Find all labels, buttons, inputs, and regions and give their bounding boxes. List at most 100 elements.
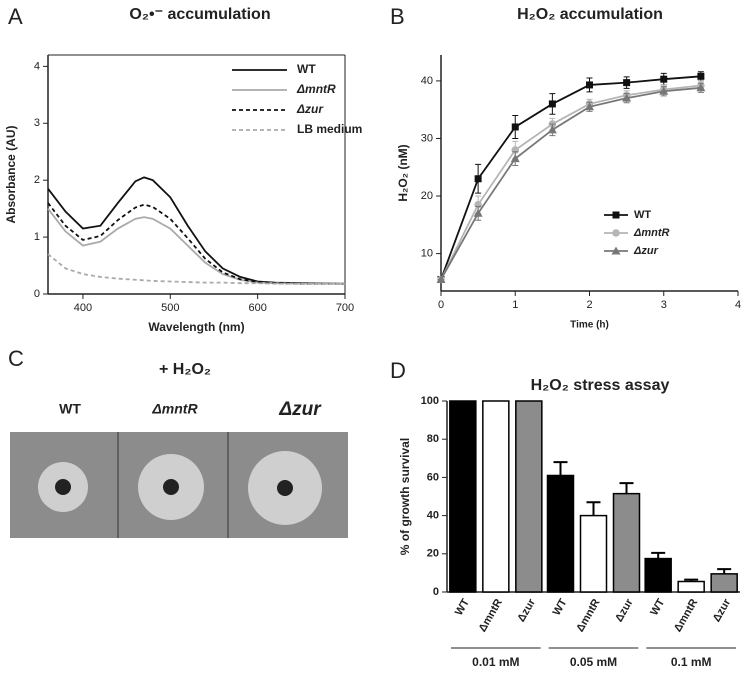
error-bar: [619, 482, 634, 494]
legend-label: WT: [297, 62, 316, 76]
panel-label: D: [390, 358, 406, 383]
marker: [622, 93, 632, 102]
y-tick-label: 0: [433, 586, 439, 598]
marker: [612, 211, 620, 219]
y-tick-label: 10: [421, 247, 433, 259]
marker: [660, 75, 668, 83]
x-tick-label: ΔmntR: [574, 597, 602, 634]
marker: [510, 154, 520, 163]
series-line: [440, 75, 701, 280]
y-tick-label: 3: [34, 117, 40, 129]
x-tick-label: 1: [512, 299, 518, 311]
y-tick-label: 60: [427, 471, 439, 483]
y-tick-label: 2: [34, 174, 40, 186]
marker: [659, 86, 669, 95]
y-tick-label: 1: [34, 231, 40, 243]
chart-title: H₂O₂ stress assay: [531, 377, 670, 394]
error-bar: [651, 551, 666, 559]
legend-label: ΔmntR: [633, 227, 670, 239]
error-bar: [717, 568, 732, 574]
chart-title: H₂O₂ accumulation: [517, 6, 663, 23]
marker: [611, 246, 621, 255]
x-tick-label: Δzur: [613, 596, 636, 624]
x-tick-label: 600: [248, 302, 266, 314]
x-axis-label: Wavelength (nm): [148, 320, 244, 334]
legend-label: ΔmntR: [296, 82, 336, 96]
series-line: [47, 253, 345, 285]
legend-label: Δzur: [296, 102, 324, 116]
bar: [710, 573, 738, 593]
panel-label: C: [8, 346, 24, 371]
y-tick-label: 40: [421, 75, 433, 87]
marker: [585, 102, 594, 111]
x-tick-label: 500: [161, 302, 179, 314]
x-tick-label: 2: [586, 299, 592, 311]
y-tick-label: 20: [421, 190, 433, 202]
x-tick-label: 400: [74, 302, 92, 314]
marker: [474, 175, 482, 183]
x-tick-label: WT: [551, 597, 570, 618]
bar: [677, 580, 705, 593]
y-tick-label: 0: [34, 288, 40, 300]
bar: [579, 514, 608, 593]
marker: [612, 229, 620, 237]
bar: [482, 400, 510, 593]
panel-label: B: [390, 4, 405, 29]
plate-label: Δzur: [278, 399, 322, 420]
x-tick-label: Δzur: [711, 596, 734, 624]
x-tick-label: 700: [336, 302, 354, 314]
x-axis-label: Time (h): [570, 320, 609, 331]
marker: [436, 274, 446, 283]
group-label: 0.01 mM: [472, 655, 519, 669]
plate-title: + H₂O₂: [159, 361, 211, 378]
y-tick-label: 80: [427, 433, 439, 445]
series-line: [440, 84, 701, 280]
x-tick-label: 3: [661, 299, 667, 311]
plate-label: WT: [59, 401, 81, 417]
marker: [547, 125, 557, 134]
y-axis-label: % of growth survival: [398, 438, 412, 555]
group-label: 0.05 mM: [570, 655, 617, 669]
y-tick-label: 20: [427, 548, 439, 560]
series-line: [47, 176, 346, 285]
legend-label: WT: [634, 209, 651, 221]
x-tick-label: Δzur: [515, 596, 538, 624]
legend-label: Δzur: [633, 245, 659, 257]
group-label: 0.1 mM: [671, 655, 712, 669]
x-tick-label: ΔmntR: [477, 597, 505, 634]
series-line: [47, 208, 345, 285]
y-tick-label: 40: [427, 510, 439, 522]
marker: [511, 123, 519, 131]
error-bar: [684, 578, 699, 582]
marker: [623, 79, 631, 87]
x-tick-label: 4: [735, 299, 741, 311]
bar: [612, 492, 641, 593]
plate-label: ΔmntR: [151, 401, 198, 417]
y-tick-label: 4: [34, 60, 40, 72]
y-tick-label: 100: [421, 395, 439, 407]
series-line: [440, 86, 701, 280]
x-tick-label: WT: [648, 597, 667, 618]
marker: [697, 72, 705, 80]
marker: [473, 208, 483, 217]
marker: [696, 83, 706, 92]
chart-title: O₂•⁻ accumulation: [129, 6, 270, 23]
bar: [546, 474, 575, 593]
plate-image: [10, 432, 348, 538]
x-tick-label: WT: [453, 597, 472, 618]
series-line: [47, 202, 345, 285]
error-bar: [586, 501, 601, 516]
error-bar: [553, 461, 568, 476]
bar: [644, 557, 672, 593]
y-axis-label: H₂O₂ (nM): [396, 144, 410, 201]
panel-label: A: [8, 4, 23, 29]
x-tick-label: 0: [438, 299, 444, 311]
marker: [548, 100, 556, 108]
y-tick-label: 30: [421, 132, 433, 144]
bar: [515, 400, 543, 593]
y-axis-label: Absorbance (AU): [4, 125, 18, 223]
bar: [449, 400, 477, 593]
marker: [586, 81, 593, 89]
legend-label: LB medium: [297, 122, 362, 136]
